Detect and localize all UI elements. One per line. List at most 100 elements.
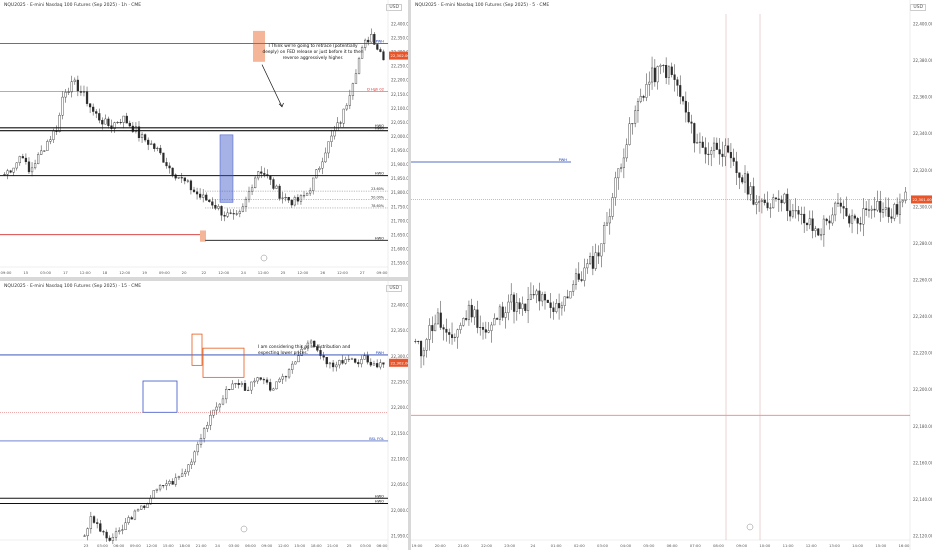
candle-body (898, 201, 902, 215)
candle-body (586, 263, 589, 269)
time-axis-tick: 01:00 (551, 543, 563, 548)
candle-body (527, 299, 530, 311)
candle-body (577, 273, 580, 280)
candle-body (382, 51, 385, 61)
candle-body (221, 398, 225, 405)
candle-body (419, 341, 423, 357)
time-axis-tick: 26 (320, 270, 325, 275)
event-flag-icon (240, 525, 248, 533)
price-axis-tick: 22,000.00 (391, 508, 408, 513)
candle-body (206, 425, 209, 429)
candle-body (224, 388, 228, 400)
pane-title: NQU2025 · E-mini Nasdaq 100 Futures (Sep… (415, 3, 550, 8)
candle-body (701, 141, 704, 148)
candle-body (111, 537, 115, 541)
candle-body (244, 198, 248, 208)
candle-body (15, 162, 18, 169)
candle-body (755, 202, 758, 205)
candle-body (187, 464, 190, 473)
candle-body (589, 256, 592, 264)
candle-body (102, 531, 105, 533)
candle-body (272, 179, 275, 189)
candle-body (190, 461, 193, 466)
price-axis-tick: 22,000.00 (391, 134, 408, 139)
candle-body (738, 172, 741, 178)
candle-body (302, 195, 306, 197)
candle-body (645, 84, 648, 98)
candle-body (789, 210, 792, 217)
price-axis-tick: 21,600.00 (391, 246, 408, 251)
candle-body (67, 91, 70, 93)
chart-pane-5m[interactable]: NQU2025 · E-mini Nasdaq 100 Futures (Sep… (411, 0, 932, 550)
candle-body (518, 302, 521, 309)
candle-body (569, 291, 572, 299)
time-axis-tick: 12:00 (146, 543, 158, 548)
price-badge (389, 358, 408, 367)
candle-body (165, 162, 168, 167)
candle-body (12, 167, 15, 173)
candle-body (614, 177, 617, 198)
candle-body (839, 202, 842, 207)
candle-body (275, 185, 278, 189)
candle-body (817, 228, 820, 236)
candle-body (294, 361, 297, 365)
candle-body (583, 267, 586, 281)
candle-body (232, 213, 235, 215)
chart-pane-15m[interactable]: NQU2025 · E-mini Nasdaq 100 Futures (Sep… (0, 281, 408, 550)
candle-body (712, 142, 716, 151)
time-axis-tick: 09:00 (130, 543, 142, 548)
candle-body (707, 153, 710, 155)
candle-body (625, 144, 628, 159)
price-chart-5m[interactable]: 22,400.00 22,380.00 22,360.00 22,340.00 22,3… (411, 0, 932, 550)
time-axis-tick: 10:00 (759, 543, 771, 548)
price-axis-tick: 22,200.00 (913, 387, 932, 392)
time-axis-tick: 25 (347, 543, 352, 548)
candle-body (262, 379, 266, 381)
candle-body (512, 294, 516, 312)
candle-body (428, 325, 431, 340)
time-axis-tick: 03:00 (229, 543, 241, 548)
candle-body (52, 130, 55, 140)
price-axis-tick: 22,050.00 (391, 482, 408, 487)
candle-body (108, 537, 111, 541)
candle-body (275, 381, 278, 390)
candle-body (515, 302, 518, 312)
time-axis-tick: 12:00 (218, 270, 230, 275)
time-axis-tick: 19:00 (412, 543, 424, 548)
candle-body (324, 152, 327, 163)
candle-body (220, 206, 223, 216)
candle-body (333, 130, 336, 137)
arrow-head (278, 102, 284, 108)
candle-body (853, 215, 856, 219)
candle-body (727, 145, 730, 153)
candle-body (814, 228, 817, 231)
candle-body (195, 191, 199, 195)
candle-body (180, 473, 184, 477)
price-badge-text: 22,302.00 (391, 53, 409, 58)
candle-body (603, 225, 606, 244)
candle-body (105, 531, 108, 539)
candle-body (436, 312, 439, 325)
candle-body (82, 91, 86, 93)
candle-body (171, 167, 174, 176)
candle-body (202, 428, 206, 439)
price-chart-1h[interactable]: 22,400.0022,350.0022,300.0022,250.0022,2… (0, 0, 408, 277)
chart-pane-1h[interactable]: NQU2025 · E-mini Nasdaq 100 Futures (Sep… (0, 0, 408, 277)
time-axis-tick: 17 (63, 270, 68, 275)
candle-body (639, 95, 642, 102)
candle-body (535, 290, 538, 296)
candle-body (205, 194, 208, 201)
candle-body (653, 67, 656, 83)
candle-body (887, 207, 890, 217)
candle-body (496, 318, 499, 320)
candle-body (159, 147, 162, 154)
candle-body (180, 177, 183, 179)
candle-body (597, 252, 600, 257)
time-axis-tick: 15:00 (875, 543, 887, 548)
candle-body (555, 303, 558, 312)
price-axis-tick: 22,150.00 (391, 92, 408, 97)
candle-body (510, 294, 513, 303)
price-chart-15m[interactable]: 22,400.00 22,350.00 22,300.00 22,250.00 22,2… (0, 281, 408, 550)
price-badge (389, 51, 408, 60)
candle-body (96, 522, 99, 524)
